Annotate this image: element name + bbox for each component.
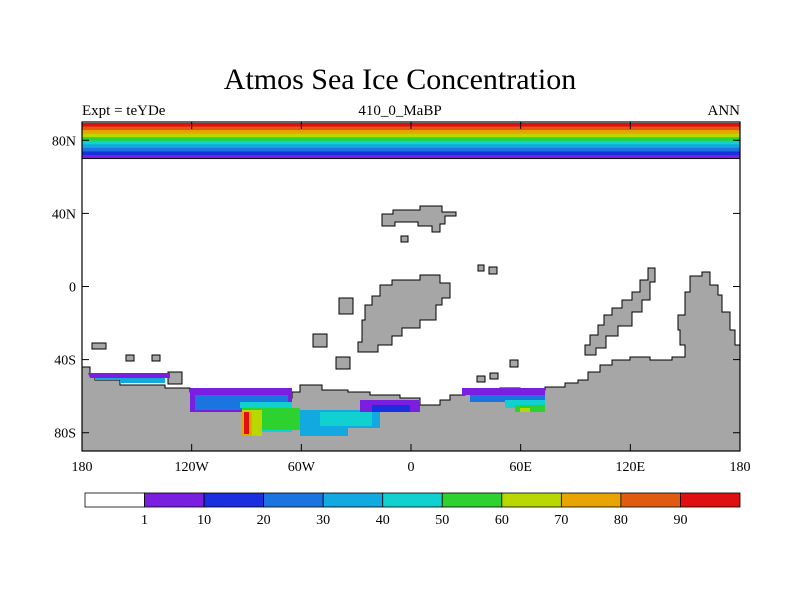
north-ice-level-band [82,151,740,156]
land-small-island [151,354,161,362]
lat-tick-label: 80N [52,134,76,149]
legend-swatch [441,492,503,508]
lat-tick-label: 40N [52,207,76,222]
land-small-island [91,342,107,350]
south-ice-central-blue [372,405,410,412]
south-ice-east-yellow [520,408,530,412]
season-label: ANN [707,103,741,119]
north-ice-level-band [82,155,740,160]
legend-level-label: 20 [257,513,271,528]
land-small-island [488,266,498,275]
south-ice-east-purple [462,388,545,395]
land-small-island [312,333,328,348]
legend-level-label: 40 [376,513,390,528]
color-bar-legend: 1 10 20 30 40 50 60 70 80 90 [84,492,741,528]
land-northern-block [381,205,457,233]
legend-swatch [501,492,562,508]
legend-swatch [620,492,681,508]
north-ice-level-band [82,130,740,135]
north-ice-level-band [82,147,740,152]
legend-swatch [144,492,205,508]
south-ice-gulf-red [244,412,249,434]
land-small-island [167,371,183,385]
land-eastern-arc [584,267,656,356]
land-small-island [476,375,486,383]
lon-tick-label: 0 [408,460,415,475]
legend-swatch [560,492,622,508]
land-small-island [335,356,351,370]
lat-tick-label: 0 [69,281,76,296]
north-ice-level-band [82,133,740,138]
lon-tick-label: 60W [288,460,316,475]
legend-swatch [203,492,265,508]
lon-tick-label: 120W [175,460,210,475]
land-small-island [477,264,485,272]
legend-level-label: 30 [316,513,330,528]
north-ice-level-band [82,140,740,145]
north-ice-level-band [82,137,740,142]
legend-level-label: 10 [197,513,211,528]
lat-tick-label: 80S [54,427,76,442]
legend-level-label: 50 [435,513,449,528]
map-axes: 180 120W 60W 0 60E 120E 180 80N 40N 0 40S 80S [52,122,751,475]
legend-level-label: 1 [141,513,148,528]
land-small-island [400,235,409,243]
south-ice-west-margin [88,373,170,378]
land-small-island [489,372,499,380]
land-small-island [338,297,354,315]
lon-tick-label: 120E [616,460,646,475]
land-equatorial-continent [357,274,451,353]
legend-level-label: 80 [614,513,628,528]
lat-tick-label: 40S [54,354,76,369]
legend-level-label: 70 [554,513,568,528]
south-ice-regions [88,373,545,436]
lon-tick-label: 180 [72,460,93,475]
legend-swatch [84,492,145,508]
south-ice-west-margin [90,375,165,383]
south-ice-central-teal [320,412,372,426]
legend-swatch [263,492,324,508]
land-small-island [125,354,135,362]
lon-tick-label: 60E [509,460,532,475]
legend-level-label: 90 [673,513,687,528]
legend-swatch [382,492,443,508]
legend-level-label: 60 [495,513,509,528]
north-ice-level-band [82,144,740,149]
chart-title: Atmos Sea Ice Concentration [223,63,577,96]
land-small-island [509,359,519,368]
legend-swatch [322,492,384,508]
time-label: 410_0_MaBP [358,103,442,119]
experiment-label: Expt = teYDe [82,103,166,119]
legend-swatch [680,492,741,508]
lon-tick-label: 180 [730,460,751,475]
